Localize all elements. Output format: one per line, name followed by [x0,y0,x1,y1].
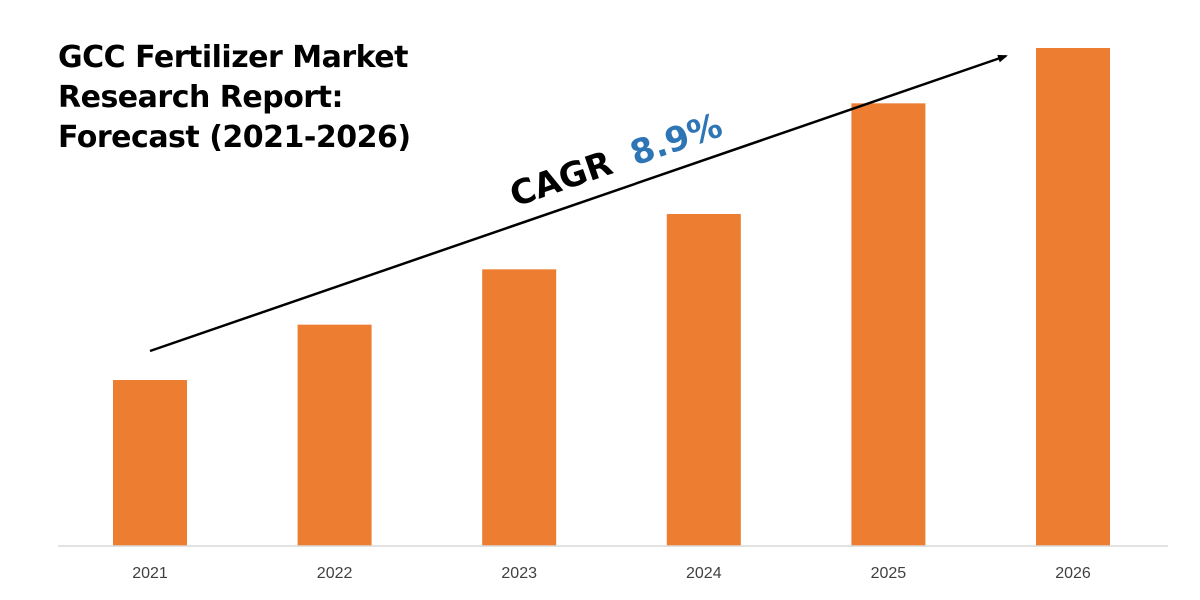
x-tick-2022: 2022 [317,565,353,582]
title-line-3: Forecast (2021-2026) [58,120,411,155]
x-tick-labels: 2021 2022 2023 2024 2025 2026 [132,565,1091,582]
x-tick-2026: 2026 [1055,565,1091,582]
trend-arrow [149,54,1008,353]
x-tick-2024: 2024 [686,565,722,582]
cagr-value: 8.9% [625,106,727,175]
bar-2025 [851,103,926,546]
bar-2022 [297,324,372,546]
bar-2023 [482,269,557,546]
title-line-1: GCC Fertilizer Market [58,40,408,75]
x-tick-2025: 2025 [871,565,907,582]
chart-title: GCC Fertilizer Market Research Report: F… [58,38,478,158]
bars-group [113,48,1110,546]
bar-2026 [1036,48,1110,546]
x-tick-2021: 2021 [132,565,168,582]
bar-2021 [113,380,187,546]
cagr-annotation: CAGR 8.9% [505,106,727,216]
bar-2024 [666,214,741,546]
title-line-2: Research Report: [58,80,343,115]
cagr-label: CAGR [505,143,618,215]
x-tick-2023: 2023 [501,565,537,582]
